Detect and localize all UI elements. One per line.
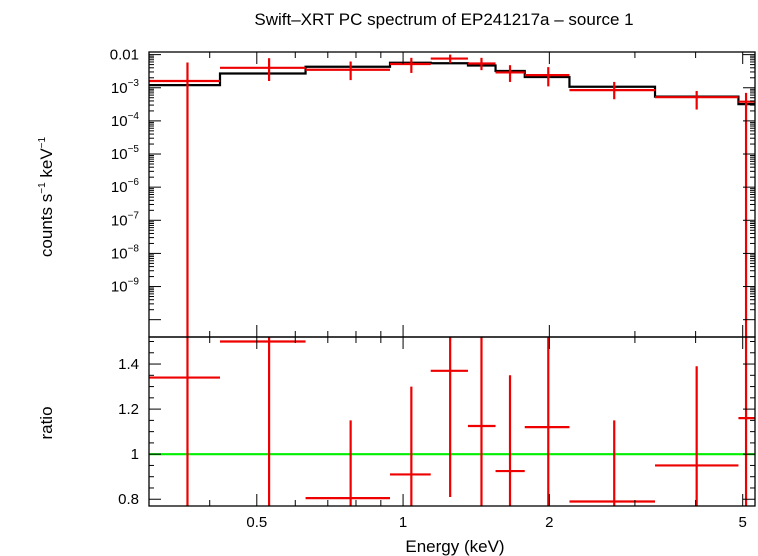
ratio-data-point-4 [390, 386, 431, 506]
x-tick-label: 5 [739, 514, 747, 531]
top-data-point-2 [220, 58, 306, 81]
x-tick-label: 1 [399, 514, 407, 531]
ratio-data-point-10 [655, 366, 739, 506]
top-data-point-6 [467, 57, 496, 71]
top-data-point-9 [569, 81, 656, 100]
ratio-data-point-6 [467, 337, 496, 506]
x-axis-label: Energy (keV) [405, 537, 504, 556]
top-y-tick-label: 10−3 [111, 78, 140, 97]
top-data-point-5 [430, 54, 468, 64]
ratio-data-point-7 [495, 375, 525, 506]
top-data-point-10 [655, 90, 739, 110]
bottom-y-tick-label: 1.2 [118, 401, 139, 418]
ratio-data-point-11 [738, 337, 755, 506]
bottom-y-tick-label: 1.4 [118, 356, 139, 373]
bottom-y-tick-label: 0.8 [118, 491, 139, 508]
top-y-tick-label: 10−8 [111, 243, 140, 262]
top-data-point-3 [305, 61, 391, 81]
top-y-tick-label: 10−7 [111, 210, 140, 229]
bottom-y-tick-label: 1 [131, 446, 139, 463]
bottom-panel-frame [148, 336, 756, 507]
top-y-tick-label: 10−4 [111, 111, 140, 130]
top-y-tick-label: 0.01 [110, 47, 139, 64]
ratio-data-point-5 [430, 337, 468, 497]
ratio-data-point-8 [524, 337, 570, 506]
top-panel-y-axis-label: counts s−1 keV−1 [37, 136, 56, 257]
ratio-data-point-3 [305, 420, 391, 506]
chart-title: Swift–XRT PC spectrum of EP241217a – sou… [254, 10, 633, 29]
top-data-point-1 [149, 62, 221, 337]
top-data-point-4 [390, 57, 431, 73]
top-y-tick-label: 10−5 [111, 144, 140, 163]
x-tick-label: 0.5 [246, 514, 267, 531]
top-panel-frame [148, 51, 756, 338]
data-group [149, 54, 755, 506]
ratio-data-point-2 [220, 337, 306, 506]
top-data-point-8 [524, 67, 570, 87]
axes-group: 0.5 1 2 5 0.01 10−3 10−4 10−5 10−6 10−7 10−8 10−9 0.… [110, 47, 756, 531]
top-data-point-11 [738, 92, 755, 337]
top-y-tick-label: 10−9 [111, 277, 140, 296]
ratio-data-point-9 [569, 420, 656, 506]
ratio-data-point-1 [149, 337, 221, 506]
top-data-point-7 [495, 65, 525, 82]
bottom-panel-y-axis-label: ratio [37, 406, 56, 439]
top-y-tick-label: 10−6 [111, 177, 140, 196]
x-tick-label: 2 [545, 514, 553, 531]
